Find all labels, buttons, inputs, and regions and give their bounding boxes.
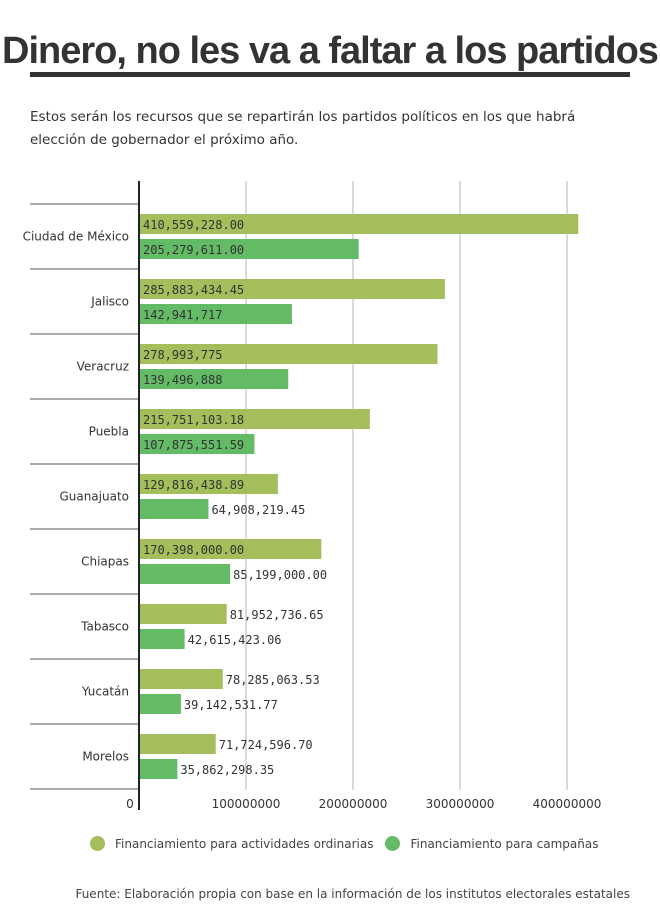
- data-label: 278,993,775: [143, 348, 222, 362]
- data-label: 205,279,611.00: [143, 243, 244, 257]
- x-tick-label: 0: [126, 797, 134, 811]
- category-label: Tabasco: [80, 620, 129, 634]
- data-label: 285,883,434.45: [143, 283, 244, 297]
- category-label: Yucatán: [81, 685, 129, 699]
- bar: [140, 409, 370, 429]
- x-tick-label: 200000000: [319, 797, 388, 811]
- data-label: 139,496,888: [143, 373, 222, 387]
- bar: [140, 734, 216, 754]
- data-label: 81,952,736.65: [230, 608, 324, 622]
- x-tick-label: 400000000: [533, 797, 602, 811]
- legend-item-ordinarias: Financiamiento para actividades ordinari…: [90, 836, 373, 851]
- legend-label-ordinarias: Financiamiento para actividades ordinari…: [115, 836, 374, 851]
- data-label: 107,875,551.59: [143, 438, 244, 452]
- data-label: 78,285,063.53: [226, 673, 320, 687]
- category-label: Morelos: [82, 750, 129, 764]
- page-title: Dinero, no les va a faltar a los partido…: [2, 30, 659, 72]
- bar: [140, 474, 278, 494]
- category-label: Veracruz: [77, 360, 129, 374]
- data-label: 170,398,000.00: [143, 543, 244, 557]
- category-label: Jalisco: [90, 295, 129, 309]
- data-label: 85,199,000.00: [233, 568, 327, 582]
- x-tick-label: 300000000: [426, 797, 495, 811]
- bar: [140, 214, 579, 234]
- data-label: 71,724,596.70: [219, 738, 313, 752]
- legend-swatch-ordinarias: [90, 836, 105, 851]
- data-label: 410,559,228.00: [143, 218, 244, 232]
- category-label: Puebla: [89, 425, 129, 439]
- data-label: 142,941,717: [143, 308, 222, 322]
- chart-legend: Financiamiento para actividades ordinari…: [90, 836, 610, 851]
- bar: [140, 669, 223, 689]
- source-note: Fuente: Elaboración propia con base en l…: [75, 887, 630, 901]
- bar: [140, 344, 438, 364]
- data-label: 215,751,103.18: [143, 413, 244, 427]
- data-label: 39,142,531.77: [184, 698, 278, 712]
- category-label: Ciudad de México: [23, 230, 129, 244]
- bar: [140, 369, 289, 389]
- chart-subtitle: Estos serán los recursos que se repartir…: [30, 109, 576, 148]
- data-label: 129,816,438.89: [143, 478, 244, 492]
- bar: [140, 604, 227, 624]
- bar: [140, 499, 209, 519]
- bar: [140, 539, 322, 559]
- title-rule: [30, 72, 630, 77]
- bar: [140, 434, 255, 454]
- data-label: 42,615,423.06: [188, 633, 282, 647]
- category-label: Chiapas: [81, 555, 129, 569]
- legend-item-campanas: Financiamiento para campañas: [385, 836, 598, 851]
- legend-label-campanas: Financiamiento para campañas: [410, 836, 599, 851]
- data-label: 64,908,219.45: [211, 503, 305, 517]
- bar: [140, 564, 231, 584]
- data-label: 35,862,298.35: [180, 763, 274, 777]
- bar: [140, 239, 359, 259]
- bar: [140, 694, 181, 714]
- bar: [140, 629, 185, 649]
- bar: [140, 304, 292, 324]
- bar: [140, 279, 445, 299]
- category-label: Guanajuato: [59, 490, 129, 504]
- legend-swatch-campanas: [385, 836, 401, 851]
- x-tick-label: 100000000: [212, 797, 281, 811]
- bar: [140, 759, 178, 779]
